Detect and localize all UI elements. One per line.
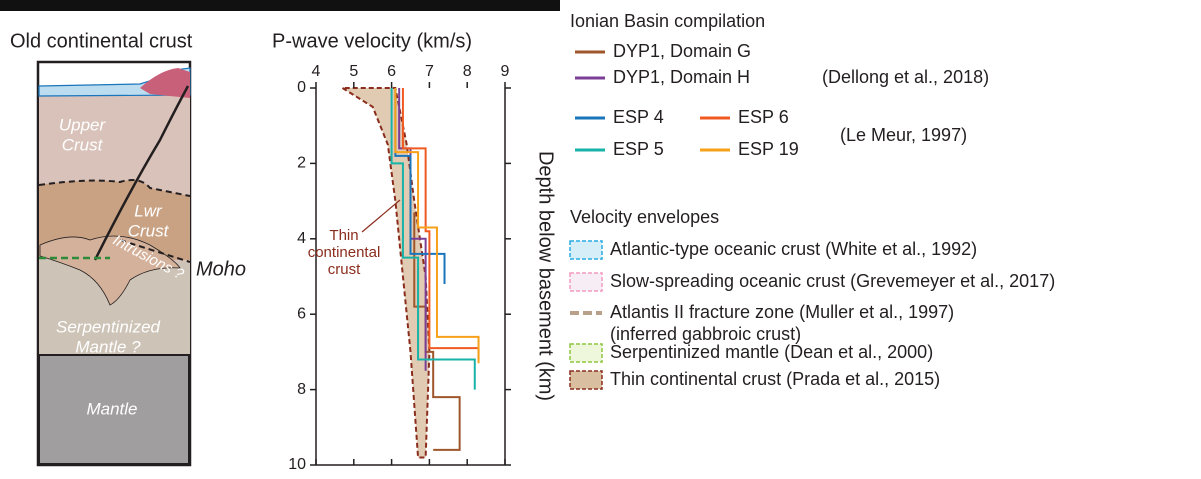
intrusions-shape <box>39 235 181 306</box>
x-tick-label: 4 <box>312 63 321 80</box>
legend-swatch <box>569 370 603 390</box>
serp-label: Mantle ? <box>75 337 141 356</box>
crust-boundary <box>38 179 191 197</box>
annotation-leader <box>361 199 401 233</box>
volcanic <box>140 68 190 98</box>
legend-label: Thin continental crust (Prada et al., 20… <box>610 369 940 389</box>
y-tick-label: 6 <box>297 305 306 322</box>
profile-line <box>401 88 480 360</box>
y-tick-label: 2 <box>297 155 306 172</box>
x-tick-label: 7 <box>425 63 434 80</box>
moho-dash <box>119 239 191 263</box>
annotation: continental <box>308 244 381 261</box>
legend-label: ESP 4 <box>613 107 664 127</box>
x-tick-label: 9 <box>501 63 510 80</box>
mantle <box>38 354 190 465</box>
schematic: Old continental crust Basalts Upper Crus… <box>10 30 246 467</box>
legend-title: Ionian Basin compilation <box>570 11 765 31</box>
legend-swatch <box>569 272 603 292</box>
y-axis-label: Depth below basement (km) <box>535 151 557 401</box>
envelopes-title: Velocity envelopes <box>570 207 719 227</box>
legend-label: ESP 6 <box>738 107 789 127</box>
chart-title: P-wave velocity (km/s) <box>272 30 472 52</box>
legend-label: Serpentinized mantle (Dean et al., 2000) <box>610 342 933 362</box>
upper-label: Upper <box>59 115 107 134</box>
legend-swatch <box>569 240 603 260</box>
legend-label: Atlantic-type oceanic crust (White et al… <box>610 239 977 259</box>
y-tick-label: 0 <box>297 79 306 96</box>
annotation: crust <box>328 261 361 278</box>
legend-label: Slow-spreading oceanic crust (Grevemeyer… <box>610 271 1055 291</box>
x-tick-label: 8 <box>463 63 472 80</box>
lwr-label: Crust <box>128 221 170 240</box>
mantle-label: Mantle <box>86 399 137 418</box>
legend-label: ESP 19 <box>738 139 799 159</box>
y-tick-label: 8 <box>297 381 306 398</box>
x-tick-label: 5 <box>349 63 358 80</box>
profile-line <box>394 88 480 364</box>
fault <box>93 85 190 261</box>
y-tick-label: 4 <box>297 230 306 247</box>
reference: (Dellong et al., 2018) <box>822 67 989 87</box>
envelope <box>338 87 431 459</box>
y-tick-label: 10 <box>288 456 306 473</box>
lwr-label: Lwr <box>134 201 163 220</box>
header-bar <box>0 0 560 11</box>
serpentinized-mantle <box>39 258 190 355</box>
x-tick-label: 6 <box>387 63 396 80</box>
profile-line <box>390 88 476 390</box>
legend-label: Atlantis II fracture zone (Muller et al.… <box>610 302 954 322</box>
reference: (Le Meur, 1997) <box>840 125 967 145</box>
schematic-title: Old continental crust <box>10 30 193 52</box>
legend-label: ESP 5 <box>613 139 664 159</box>
legend-label: DYP1, Domain G <box>613 41 751 61</box>
basalts-label: Basalts <box>87 66 143 85</box>
legend-label: DYP1, Domain H <box>613 67 750 87</box>
serp-label: Serpentinized <box>56 317 161 336</box>
annotation: Thin <box>329 227 358 244</box>
upper-label: Crust <box>62 135 104 154</box>
moho-label: Moho <box>196 258 246 280</box>
legend-note: (inferred gabbroic crust) <box>610 324 801 344</box>
legend-swatch <box>569 343 603 363</box>
